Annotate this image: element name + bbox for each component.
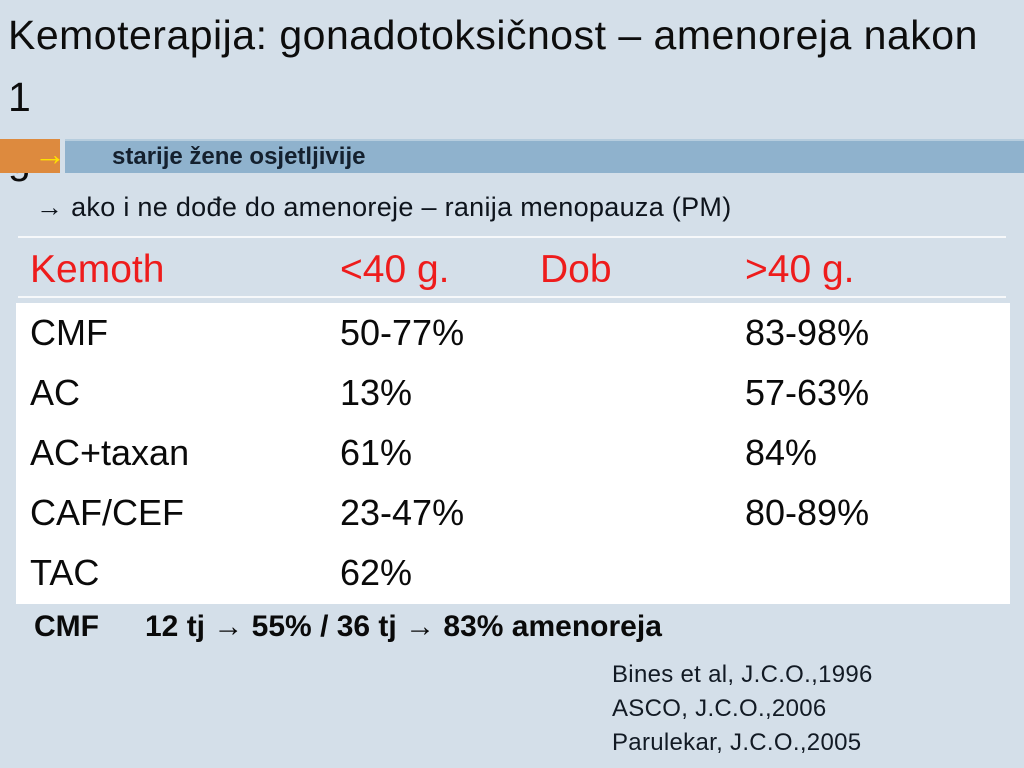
summary-text: 12 tj → 55% / 36 tj → 83% amenoreja xyxy=(144,610,662,643)
summary-line: CMF 12 tj → 55% / 36 tj → 83% amenoreja xyxy=(34,610,662,644)
data-table: CMF 50-77% 83-98% AC 13% 57-63% AC+taxan… xyxy=(16,303,1010,604)
summary-label: CMF xyxy=(34,610,99,643)
cell-regimen: AC+taxan xyxy=(30,432,190,473)
orange-accent-block xyxy=(0,139,60,173)
table-header-over40: >40 g. xyxy=(745,248,855,291)
highlight-bar-text: starije žene osjetljivije xyxy=(112,143,366,170)
citation-line: Bines et al, J.C.O.,1996 xyxy=(612,661,873,688)
table-row: CAF/CEF 23-47% 80-89% xyxy=(16,483,1010,543)
table-row: AC 13% 57-63% xyxy=(16,363,1010,423)
cell-under40: 61% xyxy=(340,432,413,473)
table-header-row: Kemoth <40 g. Dob >40 g. xyxy=(0,244,1024,296)
table-header-regimen: Kemoth xyxy=(30,248,165,291)
note-text: → ako i ne dođe do amenoreje – ranija me… xyxy=(36,192,732,222)
citation-line: ASCO, J.C.O.,2006 xyxy=(612,695,827,722)
citations-block: Bines et al, J.C.O.,1996 ASCO, J.C.O.,20… xyxy=(612,658,873,760)
cell-under40: 62% xyxy=(340,552,413,593)
slide-title-line-1: Kemoterapija: gonadotoksičnost – amenore… xyxy=(8,12,978,120)
cell-regimen: TAC xyxy=(30,552,100,593)
separator-line-top xyxy=(18,236,1006,238)
cell-over40: 84% xyxy=(745,432,818,473)
arrow-right-icon: → xyxy=(34,136,66,172)
highlight-bar: starije žene osjetljivije xyxy=(65,139,1024,173)
table-row: TAC 62% xyxy=(16,543,1010,603)
table-row: CMF 50-77% 83-98% xyxy=(16,303,1010,363)
cell-under40: 50-77% xyxy=(340,312,465,353)
cell-over40: 57-63% xyxy=(745,372,870,413)
cell-regimen: CMF xyxy=(30,312,108,353)
table-row: AC+taxan 61% 84% xyxy=(16,423,1010,483)
cell-over40: 83-98% xyxy=(745,312,870,353)
table-header-age-label: Dob xyxy=(540,248,612,291)
cell-over40: 80-89% xyxy=(745,492,870,533)
cell-regimen: CAF/CEF xyxy=(30,492,185,533)
table-header-under40: <40 g. xyxy=(340,248,450,291)
cell-under40: 23-47% xyxy=(340,492,465,533)
cell-regimen: AC xyxy=(30,372,81,413)
cell-under40: 13% xyxy=(340,372,413,413)
citation-line: Parulekar, J.C.O.,2005 xyxy=(612,729,862,756)
separator-line-under-header xyxy=(18,296,1006,298)
